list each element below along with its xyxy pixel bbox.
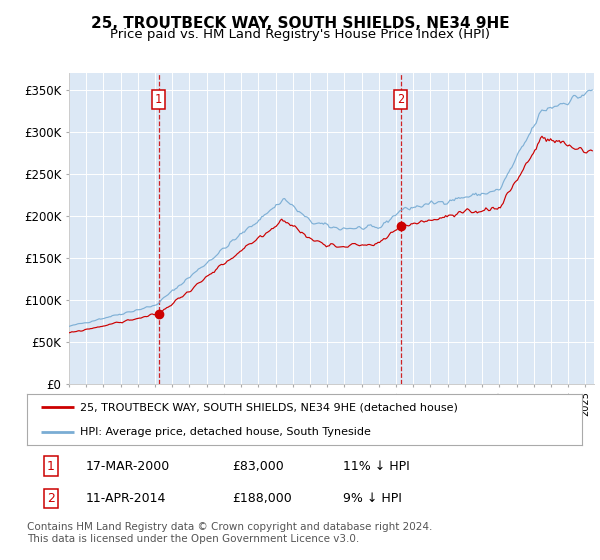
Text: 1: 1 xyxy=(155,93,162,106)
Text: 25, TROUTBECK WAY, SOUTH SHIELDS, NE34 9HE: 25, TROUTBECK WAY, SOUTH SHIELDS, NE34 9… xyxy=(91,16,509,31)
Text: 2: 2 xyxy=(47,492,55,505)
Text: Price paid vs. HM Land Registry's House Price Index (HPI): Price paid vs. HM Land Registry's House … xyxy=(110,28,490,41)
Text: 9% ↓ HPI: 9% ↓ HPI xyxy=(343,492,402,505)
Text: 17-MAR-2000: 17-MAR-2000 xyxy=(85,460,170,473)
Text: Contains HM Land Registry data © Crown copyright and database right 2024.
This d: Contains HM Land Registry data © Crown c… xyxy=(27,522,433,544)
Text: HPI: Average price, detached house, South Tyneside: HPI: Average price, detached house, Sout… xyxy=(80,427,371,437)
Text: 2: 2 xyxy=(397,93,404,106)
Text: 11% ↓ HPI: 11% ↓ HPI xyxy=(343,460,410,473)
Text: £188,000: £188,000 xyxy=(232,492,292,505)
Text: £83,000: £83,000 xyxy=(232,460,284,473)
Text: 25, TROUTBECK WAY, SOUTH SHIELDS, NE34 9HE (detached house): 25, TROUTBECK WAY, SOUTH SHIELDS, NE34 9… xyxy=(80,402,458,412)
Text: 1: 1 xyxy=(47,460,55,473)
Text: 11-APR-2014: 11-APR-2014 xyxy=(85,492,166,505)
